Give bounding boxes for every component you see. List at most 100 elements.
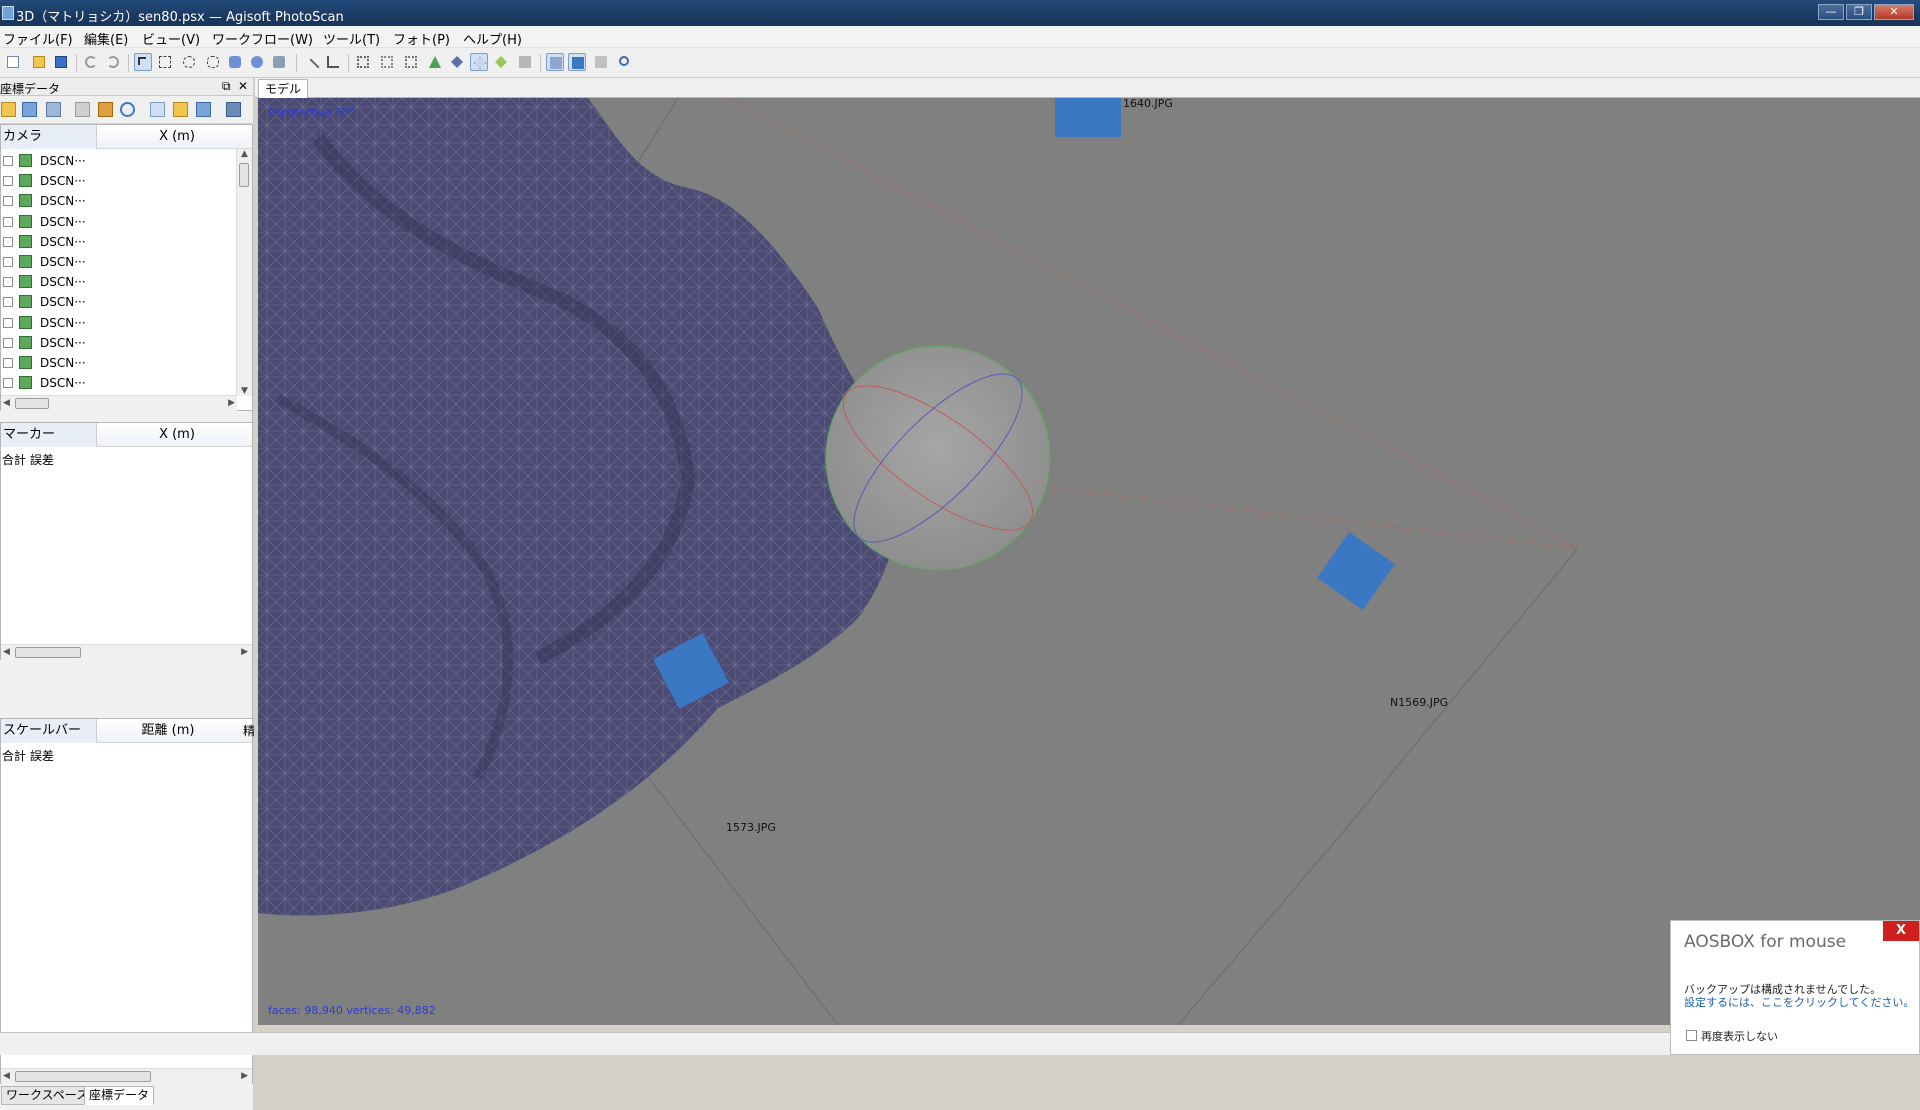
accuracy-column-header[interactable]: 精 (243, 724, 256, 738)
notification-settings-link[interactable]: 設定するには、ここをクリックしてください。 (1684, 996, 1915, 1009)
move-region-icon[interactable] (226, 53, 244, 71)
camera-enable-checkbox[interactable] (3, 358, 13, 368)
show-shapes-icon[interactable] (592, 53, 610, 71)
menu-file[interactable]: ファイル(F) (3, 33, 73, 48)
textured-model-icon[interactable] (492, 53, 510, 71)
marker-column-header[interactable]: マーカー (1, 423, 97, 447)
dont-show-again-label[interactable]: 再度表示しない (1701, 1030, 1778, 1043)
redo-icon[interactable] (104, 53, 122, 71)
camera-plane-n1569[interactable] (1317, 532, 1395, 610)
view-estimated-icon[interactable] (173, 102, 188, 117)
import-icon[interactable] (1, 102, 16, 117)
table-icon[interactable] (75, 102, 90, 117)
crop-selection-icon[interactable] (324, 53, 342, 71)
undo-icon[interactable] (82, 53, 100, 71)
delete-selection-icon[interactable] (302, 53, 320, 76)
view-errors-icon[interactable] (196, 102, 211, 117)
rotate-region-icon[interactable] (248, 53, 266, 71)
camera-row[interactable]: DSCN··· (1, 212, 237, 232)
restore-button[interactable]: ❐ (1846, 4, 1872, 20)
open-folder-icon[interactable] (30, 53, 48, 71)
solid-model-icon[interactable] (448, 53, 466, 71)
scalebar-column-header[interactable]: スケールバー (1, 719, 97, 743)
wireframe-mesh[interactable] (258, 98, 901, 916)
tiled-model-icon[interactable] (516, 53, 534, 71)
camera-row[interactable]: DSCN··· (1, 333, 237, 353)
menu-help[interactable]: ヘルプ(H) (463, 33, 522, 48)
camera-enable-checkbox[interactable] (3, 297, 13, 308)
menu-workflow[interactable]: ワークフロー(W) (212, 33, 313, 48)
cameras-vertical-scrollbar[interactable]: ▲ ▼ (236, 149, 252, 396)
settings-icon[interactable] (226, 102, 241, 117)
rectangle-select-icon[interactable] (156, 53, 174, 71)
reset-view-icon[interactable] (616, 53, 634, 71)
camera-row[interactable]: DSCN··· (1, 252, 237, 272)
camera-enable-checkbox[interactable] (3, 176, 13, 187)
camera-enable-checkbox[interactable] (3, 156, 13, 166)
marker-x-column-header[interactable]: X (m) (159, 427, 195, 442)
panel-tabs: ワークスペース 座標データ (0, 1084, 253, 1110)
notification-close-button[interactable]: X (1883, 921, 1919, 941)
trackball-sphere[interactable] (823, 345, 1052, 571)
show-cameras-icon[interactable] (354, 53, 372, 71)
tab-reference[interactable]: 座標データ (84, 1086, 155, 1105)
camera-enable-checkbox[interactable] (3, 378, 13, 389)
camera-enable-checkbox[interactable] (3, 337, 13, 348)
camera-enable-checkbox[interactable] (3, 277, 13, 288)
menu-view[interactable]: ビュー(V) (142, 33, 201, 48)
camera-row[interactable]: DSCN··· (1, 191, 237, 211)
camera-row[interactable]: DSCN··· (1, 171, 237, 191)
wireframe-model-icon[interactable] (470, 53, 488, 71)
camera-row[interactable]: DSCN··· (1, 272, 237, 292)
markers-table-header: マーカー X (m) (1, 423, 252, 447)
camera-enable-checkbox[interactable] (3, 196, 13, 207)
navigation-cursor-icon[interactable] (134, 53, 152, 71)
dont-show-again-checkbox[interactable] (1686, 1030, 1697, 1041)
camera-plane-1573[interactable] (653, 633, 729, 709)
show-points-icon[interactable] (378, 53, 396, 71)
camera-row[interactable]: DSCN··· (1, 232, 237, 252)
camera-enable-checkbox[interactable] (3, 257, 13, 267)
ellipse-select-icon[interactable] (180, 53, 198, 71)
scalebars-horizontal-scrollbar[interactable]: ◀ ▶ (1, 1068, 252, 1084)
resize-region-icon[interactable] (270, 53, 288, 71)
menu-photo[interactable]: フォト(P) (393, 33, 450, 48)
view-source-icon[interactable] (150, 102, 165, 117)
window-title: 3D（マトリョシカ）sen80.psx — Agisoft PhotoScan (16, 10, 344, 25)
x-column-header[interactable]: X (m) (159, 129, 195, 144)
camera-row[interactable]: DSCN··· (1, 313, 237, 333)
model-viewport[interactable]: Perspective 30° 1640.JPG N1569.JPG 1573.… (258, 98, 1920, 1025)
markers-horizontal-scrollbar[interactable]: ◀ ▶ (1, 644, 252, 660)
shaded-model-icon[interactable] (426, 53, 444, 71)
show-info-icon[interactable] (546, 53, 564, 71)
close-window-button[interactable]: ✕ (1874, 4, 1914, 20)
tab-model[interactable]: モデル (258, 79, 309, 98)
tab-workspace[interactable]: ワークスペース (1, 1086, 94, 1105)
tool-icon[interactable] (98, 102, 113, 117)
minimize-button[interactable]: — (1818, 4, 1844, 20)
close-panel-icon[interactable]: ✕ (238, 79, 249, 93)
show-camera-planes-icon[interactable] (568, 53, 586, 71)
camera-row[interactable]: DSCN··· (1, 292, 237, 312)
camera-enable-checkbox[interactable] (3, 317, 13, 328)
camera-plane-1640[interactable] (1055, 98, 1121, 137)
new-project-icon[interactable] (4, 53, 22, 71)
camera-column-header[interactable]: カメラ (1, 125, 97, 149)
show-dense-cloud-icon[interactable] (402, 53, 420, 71)
distance-column-header[interactable]: 距離 (m) (141, 723, 195, 738)
export-icon[interactable] (22, 102, 37, 117)
cameras-horizontal-scrollbar[interactable]: ◀ ▶ (1, 395, 237, 411)
camera-enable-checkbox[interactable] (3, 216, 13, 227)
camera-row[interactable]: DSCN··· (1, 151, 237, 171)
camera-enable-checkbox[interactable] (3, 236, 13, 247)
camera-image-icon (19, 234, 32, 248)
clear-icon[interactable] (46, 102, 61, 117)
menu-edit[interactable]: 編集(E) (84, 33, 129, 48)
camera-row[interactable]: DSCN··· (1, 353, 237, 373)
menu-tools[interactable]: ツール(T) (323, 33, 381, 48)
update-icon[interactable] (120, 102, 135, 117)
free-select-icon[interactable] (204, 53, 222, 71)
camera-row[interactable]: DSCN··· (1, 373, 237, 393)
save-icon[interactable] (52, 53, 70, 71)
float-panel-icon[interactable]: ⧉ (222, 79, 231, 93)
